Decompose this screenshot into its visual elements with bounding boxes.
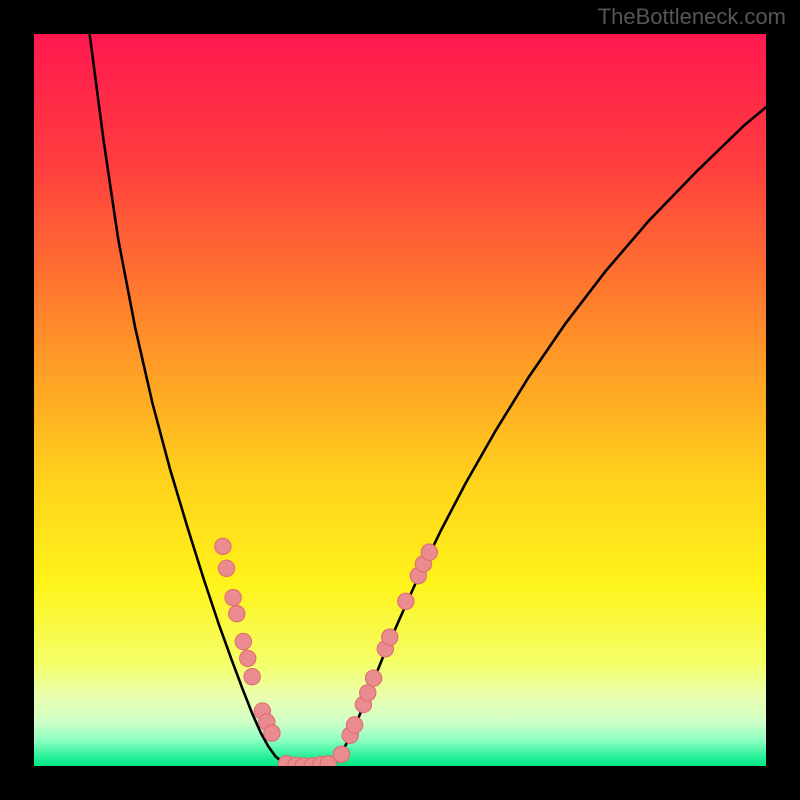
watermark-text: TheBottleneck.com xyxy=(598,4,786,30)
plot-area xyxy=(34,34,766,766)
chart-svg xyxy=(34,34,766,766)
chart-container: TheBottleneck.com xyxy=(0,0,800,800)
